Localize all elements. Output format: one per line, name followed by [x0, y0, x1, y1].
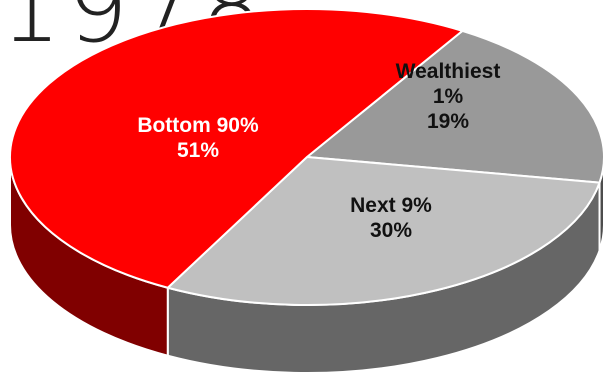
slice-value-label: 30% [370, 219, 412, 242]
slice-label-2: Next 9% 30% [350, 194, 432, 242]
slice-label-0: Bottom 90% 51% [137, 114, 259, 162]
slice-category-label: Next 9% [350, 194, 432, 217]
slice-value-label: 51% [177, 139, 219, 162]
slice-label-1: Wealthiest 1% 19% [396, 60, 501, 133]
slice-category-label: Bottom 90% [137, 114, 259, 137]
slice-category-label: Wealthiest [396, 60, 501, 83]
pie-slice-0 [9, 8, 465, 289]
pie-slice-2 [165, 155, 601, 306]
slice-category-label: 1% [433, 85, 464, 108]
slice-value-label: 19% [427, 110, 469, 133]
pie-slice-1 [304, 29, 605, 184]
